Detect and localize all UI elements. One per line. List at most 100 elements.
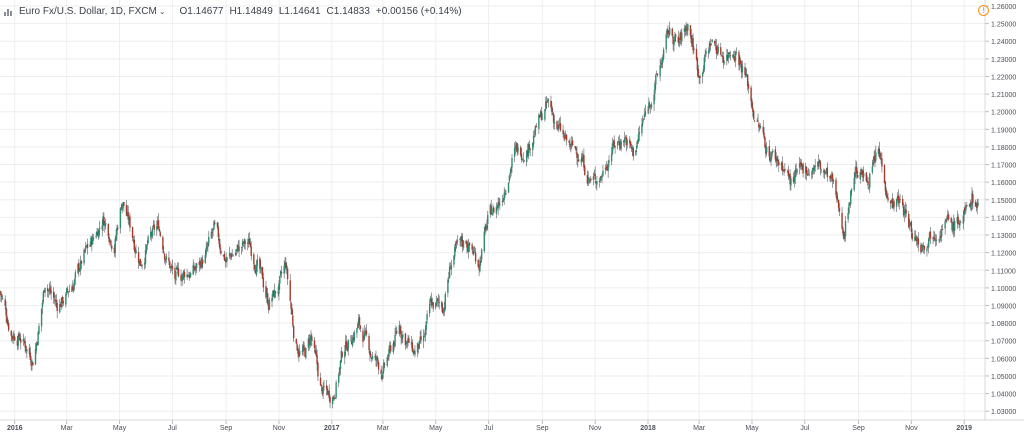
candle-body	[426, 314, 428, 321]
candle-body	[249, 242, 252, 247]
candle-body	[727, 54, 729, 59]
candle-body	[222, 254, 225, 256]
candle-body	[255, 264, 258, 276]
candle-body	[655, 74, 657, 85]
candle-body	[696, 58, 699, 71]
candle-body	[811, 168, 814, 173]
time-axis[interactable]: 2016 Mar May Jul Sep Nov 2017 Mar May Jul Sep Nov 20…	[0, 419, 1024, 432]
candle-body	[910, 221, 913, 233]
candle-body	[46, 288, 49, 292]
candle-body	[115, 234, 117, 240]
candle-body	[790, 178, 792, 186]
candle-body	[443, 307, 446, 312]
candle-body	[739, 60, 742, 64]
candle-body	[74, 272, 77, 278]
candle-body	[16, 340, 19, 346]
candle-body	[386, 357, 388, 366]
candle-body	[40, 308, 43, 327]
time-tick-label: 2018	[640, 425, 656, 432]
candle-body	[389, 345, 391, 350]
candle-body	[672, 36, 674, 45]
candle-body	[85, 245, 87, 250]
candle-body	[395, 331, 397, 335]
candle-body	[720, 55, 723, 57]
candle-body	[563, 134, 565, 136]
candle-body	[248, 238, 251, 245]
candle-body	[256, 259, 258, 266]
candle-body	[596, 181, 598, 185]
candle-body	[498, 202, 500, 205]
candle-body	[383, 362, 385, 371]
time-tick-label: Sep	[220, 425, 233, 432]
candle-body	[107, 224, 109, 237]
candle-body	[584, 166, 586, 175]
candle-body	[702, 68, 705, 74]
candle-body	[346, 347, 349, 352]
candle-body	[814, 165, 816, 168]
price-tick-label: 1.20000	[991, 110, 1016, 117]
candle-body	[402, 334, 404, 338]
candle-body	[735, 51, 738, 53]
candle-body	[120, 208, 122, 210]
candle-body	[104, 223, 107, 225]
price-axis[interactable]: 1.03000 1.04000 1.05000 1.06000 1.07000 1.080…	[984, 0, 1016, 420]
candle-body	[201, 258, 203, 268]
candle-body	[751, 100, 753, 109]
candle-body	[110, 240, 112, 246]
price-tick-label: 1.05000	[991, 374, 1016, 381]
time-tick-label: Sep	[536, 425, 549, 432]
candle-body	[849, 202, 851, 205]
candle-body	[783, 170, 785, 172]
warning-icon[interactable]: !	[978, 5, 989, 16]
candle-body	[600, 176, 602, 178]
candle-body	[98, 229, 100, 238]
candle-body	[553, 122, 556, 124]
candle-body	[19, 337, 21, 341]
candle-body	[944, 221, 946, 229]
candle-body	[571, 140, 574, 146]
candle-body	[323, 386, 325, 388]
candle-body	[0, 291, 2, 296]
time-tick-label: Nov	[589, 425, 602, 432]
chevron-down-icon[interactable]: ⌄	[158, 6, 166, 16]
candle-body	[610, 153, 613, 162]
candle-body	[544, 109, 546, 120]
candle-body	[681, 32, 683, 42]
candle-body	[904, 208, 906, 213]
candle-body	[898, 200, 900, 204]
candle-body	[90, 237, 92, 246]
candle-body	[328, 390, 330, 399]
symbol-title[interactable]: Euro Fx/U.S. Dollar, 1D, FXCM	[19, 5, 157, 17]
candle-body	[662, 57, 664, 63]
candle-body	[299, 351, 301, 356]
candle-body	[419, 336, 421, 342]
candle-body	[381, 375, 383, 379]
candle-body	[398, 325, 401, 335]
candle-body	[189, 273, 192, 277]
candle-body	[801, 164, 803, 167]
candle-body	[568, 140, 570, 143]
candle-body	[56, 303, 58, 312]
price-tick-label: 1.15000	[991, 198, 1016, 205]
candle-body	[163, 251, 165, 253]
candle-body	[649, 103, 651, 105]
candle-body	[576, 152, 578, 158]
candle-body	[941, 229, 944, 231]
candle-body	[202, 259, 204, 264]
candle-body	[641, 123, 643, 134]
candle-body	[507, 182, 510, 193]
candle-body	[935, 239, 938, 241]
candle-body	[404, 333, 407, 346]
candle-body	[538, 115, 540, 129]
candle-body	[308, 339, 310, 344]
candle-body	[546, 100, 549, 102]
candle-body	[753, 120, 756, 122]
candle-body	[655, 73, 658, 75]
candle-body	[125, 205, 128, 216]
candle-body	[668, 32, 670, 34]
candle-body	[914, 236, 917, 238]
candle-body	[772, 150, 774, 153]
candle-body	[315, 351, 317, 356]
